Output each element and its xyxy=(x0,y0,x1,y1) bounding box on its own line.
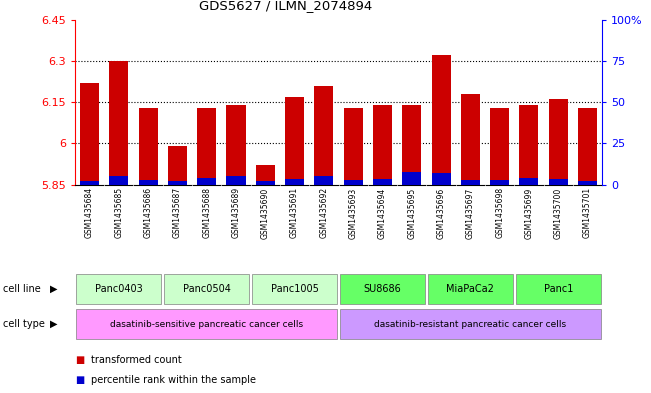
Bar xyxy=(76,274,161,304)
Text: GSM1435693: GSM1435693 xyxy=(349,187,357,239)
Bar xyxy=(285,179,304,185)
Bar xyxy=(519,178,538,185)
Bar xyxy=(373,105,392,185)
Bar xyxy=(197,178,216,185)
Text: GSM1435701: GSM1435701 xyxy=(583,187,592,239)
Text: GSM1435699: GSM1435699 xyxy=(525,187,533,239)
Text: percentile rank within the sample: percentile rank within the sample xyxy=(91,375,256,385)
Bar xyxy=(490,108,509,185)
Bar xyxy=(344,108,363,185)
Bar xyxy=(490,180,509,185)
Text: SU8686: SU8686 xyxy=(364,284,401,294)
Bar xyxy=(432,55,450,185)
Text: dasatinib-resistant pancreatic cancer cells: dasatinib-resistant pancreatic cancer ce… xyxy=(374,320,566,329)
Bar xyxy=(516,274,601,304)
Bar xyxy=(461,94,480,185)
Text: GSM1435694: GSM1435694 xyxy=(378,187,387,239)
Bar xyxy=(340,309,601,339)
Bar xyxy=(344,180,363,185)
Bar xyxy=(373,179,392,185)
Text: Panc0403: Panc0403 xyxy=(95,284,143,294)
Bar xyxy=(256,181,275,185)
Text: Panc1005: Panc1005 xyxy=(271,284,318,294)
Bar xyxy=(109,176,128,185)
Bar xyxy=(109,61,128,185)
Bar xyxy=(428,274,513,304)
Text: GSM1435697: GSM1435697 xyxy=(466,187,475,239)
Bar xyxy=(256,165,275,185)
Text: GSM1435692: GSM1435692 xyxy=(320,187,328,239)
Text: cell line: cell line xyxy=(3,284,41,294)
Text: Panc1: Panc1 xyxy=(544,284,573,294)
Bar xyxy=(549,99,568,185)
Text: GSM1435685: GSM1435685 xyxy=(115,187,123,239)
Text: GSM1435690: GSM1435690 xyxy=(261,187,270,239)
Text: MiaPaCa2: MiaPaCa2 xyxy=(447,284,494,294)
Text: GSM1435698: GSM1435698 xyxy=(495,187,504,239)
Text: GSM1435695: GSM1435695 xyxy=(408,187,416,239)
Text: GSM1435700: GSM1435700 xyxy=(554,187,562,239)
Bar xyxy=(168,146,187,185)
Bar xyxy=(461,180,480,185)
Text: ■: ■ xyxy=(75,375,84,385)
Bar xyxy=(80,83,99,185)
Bar xyxy=(139,180,158,185)
Bar xyxy=(340,274,425,304)
Text: dasatinib-sensitive pancreatic cancer cells: dasatinib-sensitive pancreatic cancer ce… xyxy=(110,320,303,329)
Text: GSM1435684: GSM1435684 xyxy=(85,187,94,239)
Bar xyxy=(168,182,187,185)
Text: GDS5627 / ILMN_2074894: GDS5627 / ILMN_2074894 xyxy=(199,0,372,12)
Bar xyxy=(197,108,216,185)
Bar xyxy=(76,309,337,339)
Text: GSM1435688: GSM1435688 xyxy=(202,187,211,238)
Text: GSM1435686: GSM1435686 xyxy=(144,187,152,239)
Bar xyxy=(80,181,99,185)
Text: GSM1435689: GSM1435689 xyxy=(232,187,240,239)
Text: GSM1435687: GSM1435687 xyxy=(173,187,182,239)
Text: ▶: ▶ xyxy=(50,319,58,329)
Bar xyxy=(285,97,304,185)
Bar xyxy=(314,86,333,185)
Text: GSM1435696: GSM1435696 xyxy=(437,187,445,239)
Text: transformed count: transformed count xyxy=(91,355,182,365)
Bar xyxy=(139,108,158,185)
Bar xyxy=(578,108,597,185)
Text: ▶: ▶ xyxy=(50,284,58,294)
Text: Panc0504: Panc0504 xyxy=(183,284,230,294)
Text: GSM1435691: GSM1435691 xyxy=(290,187,299,239)
Bar xyxy=(314,176,333,185)
Text: cell type: cell type xyxy=(3,319,45,329)
Bar xyxy=(164,274,249,304)
Bar xyxy=(578,181,597,185)
Bar xyxy=(227,176,245,185)
Bar xyxy=(402,171,421,185)
Bar xyxy=(549,179,568,185)
Bar xyxy=(252,274,337,304)
Text: ■: ■ xyxy=(75,355,84,365)
Bar xyxy=(227,105,245,185)
Bar xyxy=(519,105,538,185)
Bar xyxy=(402,105,421,185)
Bar xyxy=(432,173,450,185)
